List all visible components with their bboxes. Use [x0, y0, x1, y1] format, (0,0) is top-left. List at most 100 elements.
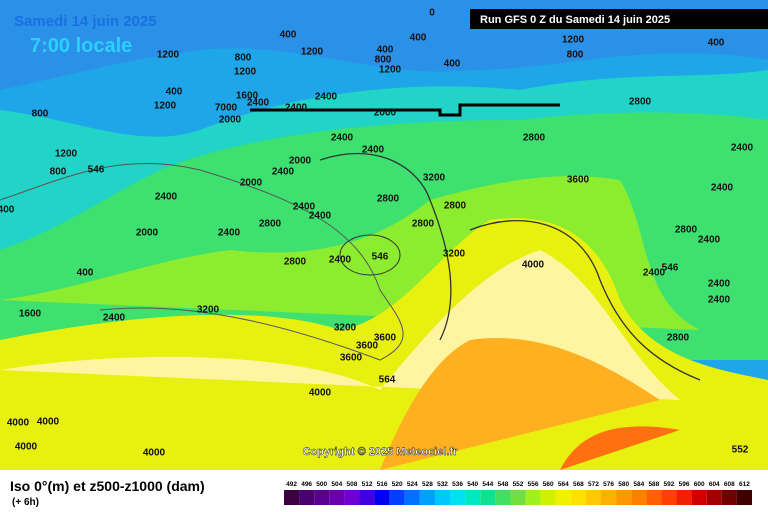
contour-label: 2400: [331, 133, 354, 144]
colorbar-tick-label: 508: [347, 481, 358, 488]
contour-label: 3200: [423, 173, 446, 184]
contour-label: 400: [166, 87, 183, 98]
contour-label: 2400: [643, 268, 666, 279]
contour-label: 4000: [7, 418, 30, 429]
contour-label: 3600: [356, 341, 379, 352]
contour-label: 2000: [289, 156, 312, 167]
colorbar-swatch: [314, 490, 330, 505]
contour-label: 4000: [37, 417, 60, 428]
copyright: Copyright © 2025 Meteociel.fr: [303, 446, 459, 458]
map-time: 7:00 locale: [30, 35, 132, 57]
colorbar-tick-label: 504: [331, 481, 342, 488]
contour-label: 400: [77, 268, 94, 279]
contour-label: 400: [444, 59, 461, 70]
contour-label: 1600: [19, 309, 42, 320]
contour-label: 400: [0, 205, 15, 216]
contour-label: 2800: [629, 97, 652, 108]
contour-label: 4000: [522, 260, 545, 271]
contour-label: 400: [377, 45, 394, 56]
colorbar-tick-label: 528: [422, 481, 433, 488]
contour-label: 3600: [340, 353, 363, 364]
map-date: Samedi 14 juin 2025: [14, 13, 157, 30]
contour-label: 400: [708, 38, 725, 49]
region-darkorange: [560, 426, 680, 470]
region-orange: [380, 338, 660, 470]
colorbar-swatch: [555, 490, 571, 505]
run-info: Run GFS 0 Z du Samedi 14 juin 2025: [480, 14, 670, 26]
contour-label: 2400: [103, 313, 126, 324]
colorbar-swatch: [661, 490, 677, 505]
contour-label: 2800: [523, 133, 546, 144]
contour-label: 2400: [698, 235, 721, 246]
colorbar-tick-label: 588: [648, 481, 659, 488]
colorbar-tick-label: 560: [543, 481, 554, 488]
contour-label: 7000: [215, 103, 238, 114]
colorbar-swatch: [676, 490, 692, 505]
frontal-line: [250, 103, 560, 117]
colorbar-swatch: [389, 490, 405, 505]
contour-label: 1200: [157, 50, 180, 61]
contour-label: 3600: [374, 333, 397, 344]
colorbar-swatch: [706, 490, 722, 505]
contour-label: 4000: [143, 448, 166, 459]
contour-labels: 1200400120080012008008001200160024002000…: [0, 8, 754, 459]
colorbar-tick-label: 496: [301, 481, 312, 488]
run-box: [470, 9, 768, 29]
colorbar-swatch: [374, 490, 390, 505]
colorbar-swatch: [419, 490, 435, 505]
colorbar-tick-label: 604: [709, 481, 720, 488]
colorbar-swatch: [691, 490, 707, 505]
colorbar-swatch: [525, 490, 541, 505]
contour: [339, 234, 401, 276]
contour-label: 2800: [412, 219, 435, 230]
contour-label: 0: [429, 8, 435, 19]
contour-label: 2400: [362, 145, 385, 156]
colorbar-tick-label: 556: [528, 481, 539, 488]
colorbar-tick-label: 492: [286, 481, 297, 488]
contour-label: 2400: [315, 92, 338, 103]
colorbar-swatch: [359, 490, 375, 505]
colorbar-tick-label: 544: [482, 481, 493, 488]
colorbar-swatch: [736, 490, 752, 505]
colorbar: 492 496 500 504 508 512 516 520 524 528 532 536 540 5…: [284, 481, 752, 505]
contour-label: 2400: [272, 167, 295, 178]
contour-label: 2000: [374, 108, 397, 119]
colorbar-swatch: [601, 490, 617, 505]
colorbar-swatch: [570, 490, 586, 505]
contour-label: 800: [375, 55, 392, 66]
contour-label: 2400: [708, 295, 731, 306]
colorbar-tick-label: 568: [573, 481, 584, 488]
colorbar-tick-label: 612: [739, 481, 750, 488]
contour-label: 2800: [675, 225, 698, 236]
contour-label: 800: [235, 53, 252, 64]
contour-label: 2000: [219, 115, 242, 126]
contour-label: 1200: [562, 35, 585, 46]
contour-label: 552: [732, 445, 749, 456]
colorbar-tick-label: 524: [407, 481, 418, 488]
contour-label: 800: [567, 50, 584, 61]
colorbar-swatch: [465, 490, 481, 505]
contour-label: 400: [410, 33, 427, 44]
colorbar-tick-label: 540: [467, 481, 478, 488]
contour-label: 1200: [234, 67, 257, 78]
colorbar-tick-label: 536: [452, 481, 463, 488]
colorbar-swatch: [585, 490, 602, 505]
colorbar-swatch: [344, 490, 360, 505]
contour-label: 2800: [377, 194, 400, 205]
contour-label: 2400: [711, 183, 734, 194]
colorbar-swatch: [404, 490, 420, 505]
colorbar-tick-label: 548: [497, 481, 508, 488]
contour-label: 2400: [293, 202, 316, 213]
contour-label: 1600: [236, 91, 259, 102]
contour-label: 3200: [334, 323, 357, 334]
colorbar-swatch: [540, 490, 556, 505]
colorbar-tick-label: 512: [362, 481, 373, 488]
colorbar-swatch: [329, 490, 345, 505]
contour-label: 2400: [247, 98, 270, 109]
contour-label: 546: [372, 252, 389, 263]
contour: [469, 220, 701, 381]
contour-label: 800: [50, 167, 67, 178]
colorbar-swatch: [646, 490, 662, 505]
contour-label: 2000: [240, 178, 263, 189]
contour-label: 4000: [309, 388, 332, 399]
